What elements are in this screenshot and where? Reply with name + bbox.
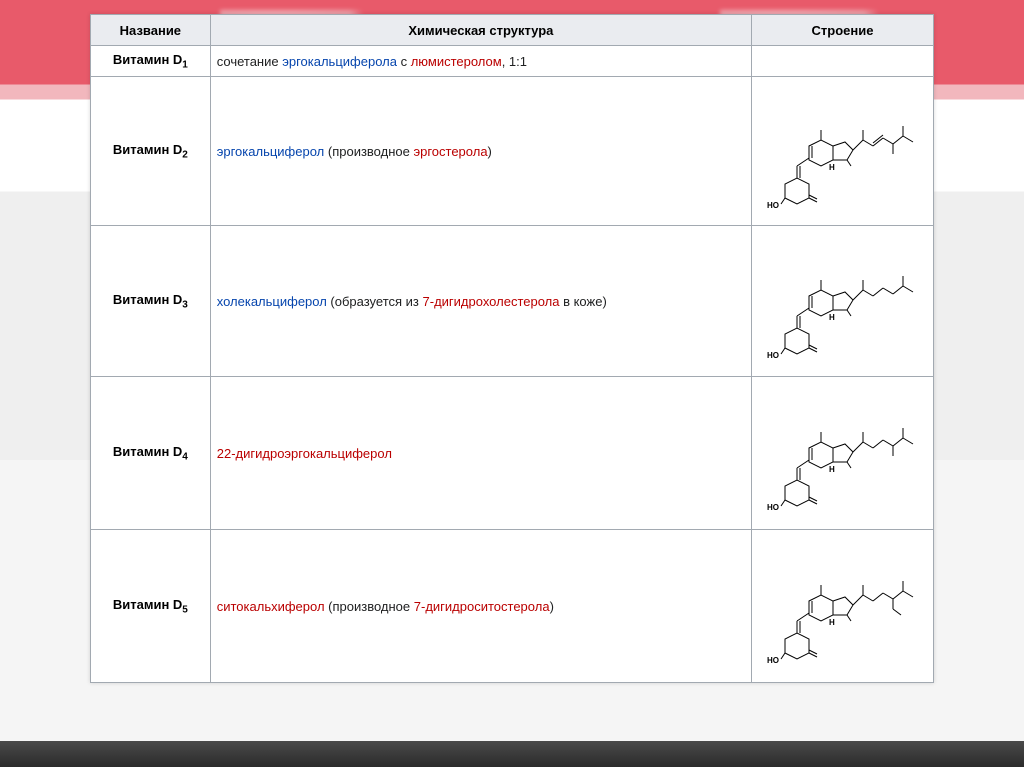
molecule-structure: HO H: [765, 236, 920, 364]
ho-label: HO: [767, 656, 779, 665]
ho-label: HO: [767, 351, 779, 360]
text-fragment: сочетание: [217, 54, 282, 69]
col-header-struct: Строение: [752, 15, 934, 46]
text-fragment: в коже): [559, 294, 606, 309]
structure-image-cell: HO H: [752, 377, 934, 530]
ho-label: HO: [767, 503, 779, 512]
structure-image-cell: [752, 46, 934, 77]
vitamin-subscript: 1: [182, 59, 188, 70]
wiki-redlink[interactable]: 7-дигидрохолестерола: [423, 294, 560, 309]
molecule-structure: HO H: [765, 541, 920, 669]
vitamin-name: Витамин D1: [113, 52, 188, 67]
svg-text:H: H: [829, 618, 835, 627]
vitamin-name-cell: Витамин D5: [91, 530, 211, 683]
chem-structure-cell: ситокальхиферол (производное 7-дигидроси…: [210, 530, 751, 683]
wiki-redlink[interactable]: ситокальхиферол: [217, 599, 325, 614]
vitamin-name: Витамин D2: [113, 142, 188, 157]
table-row: Витамин D4 22-дигидроэргокальциферол HO H: [91, 377, 934, 530]
table-header-row: Название Химическая структура Строение: [91, 15, 934, 46]
svg-text:H: H: [829, 163, 835, 172]
vitamin-name-cell: Витамин D4: [91, 377, 211, 530]
table-row: Витамин D1 сочетание эргокальциферола с л…: [91, 46, 934, 77]
col-header-chem: Химическая структура: [210, 15, 751, 46]
vitamin-name-cell: Витамин D3: [91, 226, 211, 377]
vitamin-subscript: 4: [182, 451, 188, 462]
wiki-redlink[interactable]: люмистеролом: [411, 54, 502, 69]
svg-text:H: H: [829, 465, 835, 474]
ho-label: HO: [767, 201, 779, 210]
bottom-bar: [0, 741, 1024, 767]
text-fragment: (производное: [324, 144, 413, 159]
chem-structure-cell: 22-дигидроэргокальциферол: [210, 377, 751, 530]
wiki-redlink[interactable]: эргостерола: [413, 144, 487, 159]
vitamin-subscript: 2: [182, 149, 188, 160]
vitamin-subscript: 3: [182, 299, 188, 310]
table-row: Витамин D3 холекальциферол (образуется из…: [91, 226, 934, 377]
wiki-redlink[interactable]: 7-дигидроситостерола: [414, 599, 550, 614]
text-fragment: ): [488, 144, 492, 159]
molecule-structure: HO H: [765, 86, 920, 214]
vitamin-name-cell: Витамин D2: [91, 77, 211, 226]
wiki-redlink[interactable]: 22-дигидроэргокальциферол: [217, 446, 392, 461]
structure-image-cell: HO H: [752, 226, 934, 377]
text-fragment: с: [397, 54, 411, 69]
vitamin-name-cell: Витамин D1: [91, 46, 211, 77]
wiki-link[interactable]: эргокальциферола: [282, 54, 397, 69]
text-fragment: (производное: [325, 599, 414, 614]
wiki-link[interactable]: эргокальциферол: [217, 144, 325, 159]
chem-structure-cell: холекальциферол (образуется из 7-дигидро…: [210, 226, 751, 377]
vitamin-name: Витамин D5: [113, 597, 188, 612]
col-header-name: Название: [91, 15, 211, 46]
vitamin-subscript: 5: [182, 604, 188, 615]
molecule-structure: HO H: [765, 388, 920, 516]
svg-text:H: H: [829, 313, 835, 322]
vitamin-name: Витамин D4: [113, 444, 188, 459]
structure-image-cell: HO H: [752, 77, 934, 226]
text-fragment: , 1:1: [502, 54, 527, 69]
wiki-link[interactable]: холекальциферол: [217, 294, 327, 309]
table-row: Витамин D5 ситокальхиферол (производное 7…: [91, 530, 934, 683]
table-row: Витамин D2 эргокальциферол (производное э…: [91, 77, 934, 226]
structure-image-cell: HO H: [752, 530, 934, 683]
text-fragment: ): [550, 599, 554, 614]
chem-structure-cell: эргокальциферол (производное эргостерола…: [210, 77, 751, 226]
text-fragment: (образуется из: [327, 294, 423, 309]
chem-structure-cell: сочетание эргокальциферола с люмистероло…: [210, 46, 751, 77]
vitamin-d-table: Название Химическая структура Строение В…: [90, 14, 934, 683]
vitamin-name: Витамин D3: [113, 292, 188, 307]
